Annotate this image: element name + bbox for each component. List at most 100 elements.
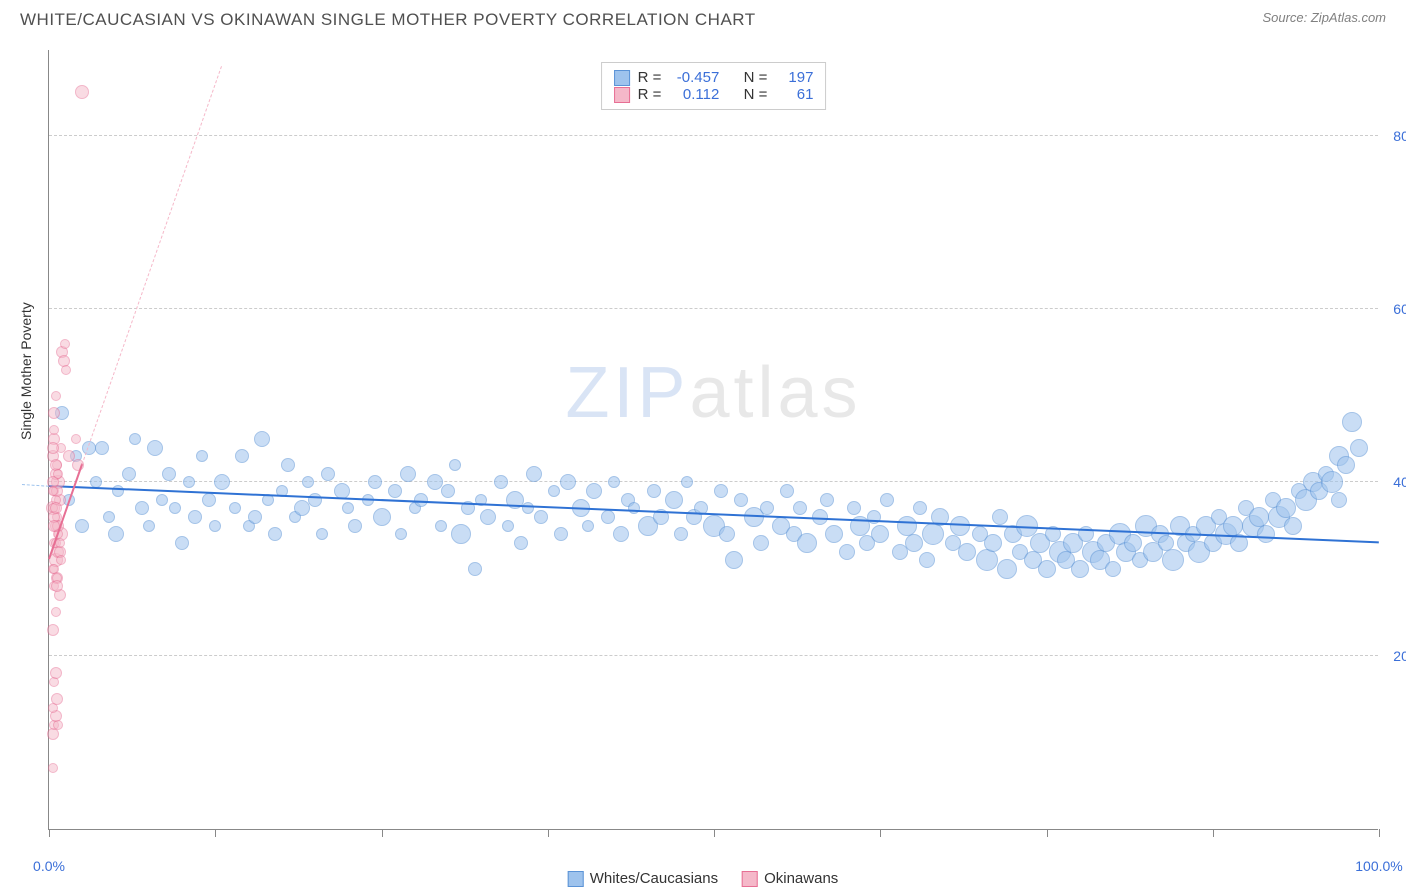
data-point: [71, 434, 81, 444]
n-label: N =: [744, 69, 768, 86]
data-point: [725, 551, 743, 569]
watermark: ZIPatlas: [565, 352, 861, 434]
data-point: [601, 510, 615, 524]
data-point: [229, 502, 241, 514]
data-point: [53, 469, 63, 479]
data-point: [75, 85, 89, 99]
data-point: [268, 527, 282, 541]
data-point: [628, 502, 640, 514]
data-point: [1071, 560, 1089, 578]
data-point: [922, 523, 944, 545]
legend-swatch: [568, 871, 584, 887]
data-point: [147, 440, 163, 456]
data-point: [1257, 525, 1275, 543]
data-point: [388, 484, 402, 498]
data-point: [647, 484, 661, 498]
n-value: 61: [775, 86, 813, 103]
data-point: [51, 693, 63, 705]
data-point: [214, 474, 230, 490]
data-point: [1249, 507, 1269, 527]
data-point: [494, 475, 508, 489]
data-point: [435, 520, 447, 532]
data-point: [1350, 439, 1368, 457]
x-tick-label: 100.0%: [1355, 858, 1402, 874]
data-point: [156, 494, 168, 506]
data-point: [734, 493, 748, 507]
y-tick-label: 60.0%: [1393, 301, 1406, 317]
data-point: [1038, 560, 1056, 578]
chart-plot-area: ZIPatlas R =-0.457 N =197R =0.112 N =61 …: [48, 50, 1378, 830]
gridline: [49, 308, 1378, 309]
data-point: [373, 508, 391, 526]
watermark-zip: ZIP: [565, 353, 689, 433]
data-point: [674, 527, 688, 541]
data-point: [760, 501, 774, 515]
x-tick: [1047, 829, 1048, 837]
data-point: [480, 509, 496, 525]
data-point: [122, 467, 136, 481]
data-point: [235, 449, 249, 463]
data-point: [51, 580, 63, 592]
data-point: [1284, 517, 1302, 535]
data-point: [342, 502, 354, 514]
data-point: [976, 549, 998, 571]
data-point: [839, 544, 855, 560]
data-point: [50, 502, 62, 514]
data-point: [51, 391, 61, 401]
legend-swatch: [614, 87, 630, 103]
data-point: [47, 442, 59, 454]
data-point: [196, 450, 208, 462]
x-tick: [1213, 829, 1214, 837]
data-point: [468, 562, 482, 576]
chart-header: WHITE/CAUCASIAN VS OKINAWAN SINGLE MOTHE…: [0, 0, 1406, 35]
data-point: [47, 624, 59, 636]
x-tick: [215, 829, 216, 837]
data-point: [984, 534, 1002, 552]
data-point: [793, 501, 807, 515]
data-point: [368, 475, 382, 489]
stats-row: R =0.112 N =61: [614, 86, 814, 103]
data-point: [449, 459, 461, 471]
data-point: [451, 524, 471, 544]
data-point: [169, 502, 181, 514]
data-point: [753, 535, 769, 551]
data-point: [188, 510, 202, 524]
y-tick-label: 80.0%: [1393, 128, 1406, 144]
data-point: [395, 528, 407, 540]
data-point: [608, 476, 620, 488]
data-point: [281, 458, 295, 472]
data-point: [135, 501, 149, 515]
data-point: [175, 536, 189, 550]
data-point: [209, 520, 221, 532]
y-axis-label: Single Mother Poverty: [18, 302, 34, 440]
n-value: 197: [775, 69, 813, 86]
data-point: [308, 493, 322, 507]
chart-legend: Whites/Caucasians Okinawans: [568, 870, 839, 887]
data-point: [1342, 412, 1362, 432]
data-point: [797, 533, 817, 553]
y-tick-label: 20.0%: [1393, 648, 1406, 664]
legend-item: Whites/Caucasians: [568, 870, 718, 887]
data-point: [316, 528, 328, 540]
data-point: [1337, 456, 1355, 474]
data-point: [1124, 534, 1142, 552]
data-point: [665, 491, 683, 509]
data-point: [880, 493, 894, 507]
legend-label: Okinawans: [764, 870, 838, 887]
data-point: [53, 720, 63, 730]
data-point: [586, 483, 602, 499]
stats-row: R =-0.457 N =197: [614, 69, 814, 86]
data-point: [302, 476, 314, 488]
x-tick: [880, 829, 881, 837]
data-point: [143, 520, 155, 532]
x-tick-label: 0.0%: [33, 858, 65, 874]
data-point: [254, 431, 270, 447]
data-point: [60, 339, 70, 349]
watermark-atlas: atlas: [689, 353, 861, 433]
n-label: N =: [744, 86, 768, 103]
data-point: [780, 484, 794, 498]
x-tick: [714, 829, 715, 837]
data-point: [321, 467, 335, 481]
correlation-stats-box: R =-0.457 N =197R =0.112 N =61: [601, 62, 827, 110]
trend-line: [22, 484, 49, 487]
